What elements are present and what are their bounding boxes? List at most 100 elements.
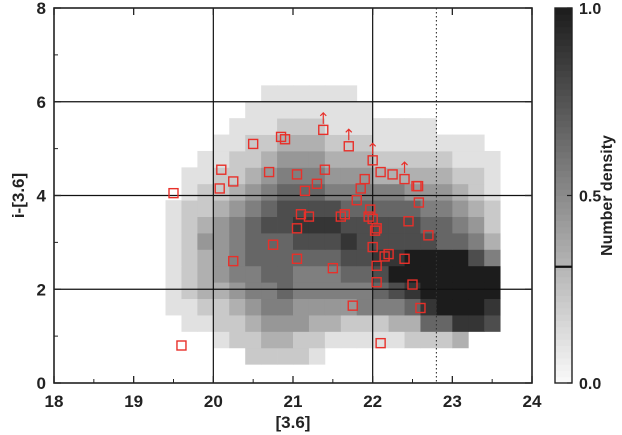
heatmap-cell bbox=[277, 265, 294, 283]
x-axis-ticks: 18 19 20 21 22 23 24 bbox=[45, 8, 542, 411]
heatmap-cell bbox=[261, 150, 278, 168]
heatmap-cell bbox=[468, 167, 485, 185]
heatmap-cell bbox=[293, 183, 310, 201]
colorbar-band bbox=[555, 83, 572, 90]
heatmap-cell bbox=[293, 282, 310, 300]
heatmap-cell bbox=[404, 150, 421, 168]
y-tick-label: 2 bbox=[37, 280, 46, 299]
heatmap-cell bbox=[436, 183, 453, 201]
source-marker bbox=[176, 340, 187, 351]
heatmap-cell bbox=[261, 298, 278, 316]
heatmap-cell bbox=[420, 150, 437, 168]
heatmap-cell bbox=[213, 134, 230, 152]
y-axis-label: i-[3.6] bbox=[9, 173, 28, 218]
heatmap-cell bbox=[484, 167, 501, 185]
heatmap-cell bbox=[165, 298, 182, 316]
heatmap-cell bbox=[261, 315, 278, 332]
heatmap-cell bbox=[245, 249, 262, 267]
heatmap-cell bbox=[436, 249, 453, 267]
heatmap-cell bbox=[356, 298, 374, 316]
heatmap-cell bbox=[420, 249, 437, 267]
x-tick-label: 24 bbox=[523, 392, 542, 411]
colorbar-band bbox=[555, 51, 572, 59]
heatmap-cell bbox=[404, 200, 421, 217]
heatmap-cell bbox=[293, 101, 310, 119]
heatmap-cell bbox=[372, 315, 389, 332]
heatmap-cell bbox=[245, 347, 262, 365]
heatmap-cell bbox=[293, 134, 310, 152]
x-tick-label: 20 bbox=[204, 392, 223, 411]
heatmap-cell bbox=[197, 150, 214, 168]
heatmap-cell bbox=[420, 134, 437, 152]
heatmap-cell bbox=[436, 315, 453, 332]
colorbar-band bbox=[555, 326, 572, 334]
heatmap-cell bbox=[197, 183, 214, 201]
heatmap-cell bbox=[213, 298, 230, 316]
heatmap-cell bbox=[245, 315, 262, 332]
heatmap-cell bbox=[245, 216, 262, 234]
heatmap-cell bbox=[197, 233, 214, 250]
y-tick-label: 8 bbox=[37, 0, 46, 18]
heatmap-cell bbox=[324, 167, 342, 185]
heatmap-cell bbox=[245, 265, 262, 283]
heatmap-cell bbox=[436, 150, 453, 168]
colorbar-band bbox=[555, 339, 572, 346]
heatmap-cell bbox=[484, 282, 501, 300]
colorbar-band bbox=[555, 314, 572, 321]
heatmap-cell bbox=[436, 134, 453, 152]
heatmap-cell bbox=[420, 331, 437, 349]
heatmap-cell bbox=[181, 315, 198, 332]
source-marker bbox=[279, 134, 291, 145]
heatmap-cell bbox=[340, 85, 358, 103]
colorbar-band bbox=[555, 139, 572, 146]
source-marker bbox=[351, 194, 362, 206]
x-tick-label: 23 bbox=[443, 392, 462, 411]
source-marker bbox=[367, 155, 378, 166]
heatmap-cell bbox=[420, 265, 437, 283]
heatmap-cell bbox=[404, 134, 421, 152]
source-marker bbox=[371, 223, 382, 234]
heatmap-cell bbox=[261, 249, 278, 267]
colorbar-band bbox=[555, 370, 572, 378]
heatmap-cell bbox=[261, 331, 278, 349]
heatmap-cell bbox=[404, 265, 421, 283]
heatmap-cell bbox=[308, 265, 326, 283]
heatmap-cell bbox=[484, 249, 501, 267]
heatmap-cell bbox=[484, 265, 501, 283]
colorbar-band bbox=[555, 8, 572, 15]
heatmap-cell bbox=[372, 167, 389, 185]
heatmap-cell bbox=[436, 200, 453, 217]
heatmap-cell bbox=[229, 331, 246, 349]
colorbar-band bbox=[555, 245, 572, 253]
heatmap-cell bbox=[229, 167, 246, 185]
heatmap-cell bbox=[277, 282, 294, 300]
heatmap-cell bbox=[213, 216, 230, 234]
colorbar-band bbox=[555, 276, 572, 284]
source-marker bbox=[303, 211, 315, 222]
heatmap-cell bbox=[277, 347, 294, 365]
heatmap-cell bbox=[181, 216, 198, 234]
colorbar-band bbox=[555, 14, 572, 21]
heatmap-cell bbox=[468, 282, 485, 300]
source-marker bbox=[295, 209, 307, 220]
heatmap-cell bbox=[308, 134, 326, 152]
heatmap-cell bbox=[436, 331, 453, 349]
colorbar-band bbox=[555, 214, 572, 221]
colorbar-band bbox=[555, 270, 572, 278]
colorbar-tick-label: 0.5 bbox=[579, 189, 601, 206]
heatmap-cell bbox=[404, 331, 421, 349]
heatmap-cell bbox=[356, 118, 374, 135]
heatmap-cell bbox=[356, 233, 374, 250]
colorbar-band bbox=[555, 76, 572, 84]
heatmap-cell bbox=[420, 200, 437, 217]
heatmap-cell bbox=[308, 282, 326, 300]
heatmap-cell bbox=[372, 118, 389, 135]
heatmap-cell bbox=[388, 298, 405, 316]
source-marker bbox=[228, 255, 239, 267]
colorbar-band bbox=[555, 26, 572, 34]
heatmap-cell bbox=[197, 200, 214, 217]
heatmap-cell bbox=[293, 315, 310, 332]
heatmap-cell bbox=[277, 167, 294, 185]
heatmap-cell bbox=[420, 233, 437, 250]
colorbar-band bbox=[555, 308, 572, 315]
